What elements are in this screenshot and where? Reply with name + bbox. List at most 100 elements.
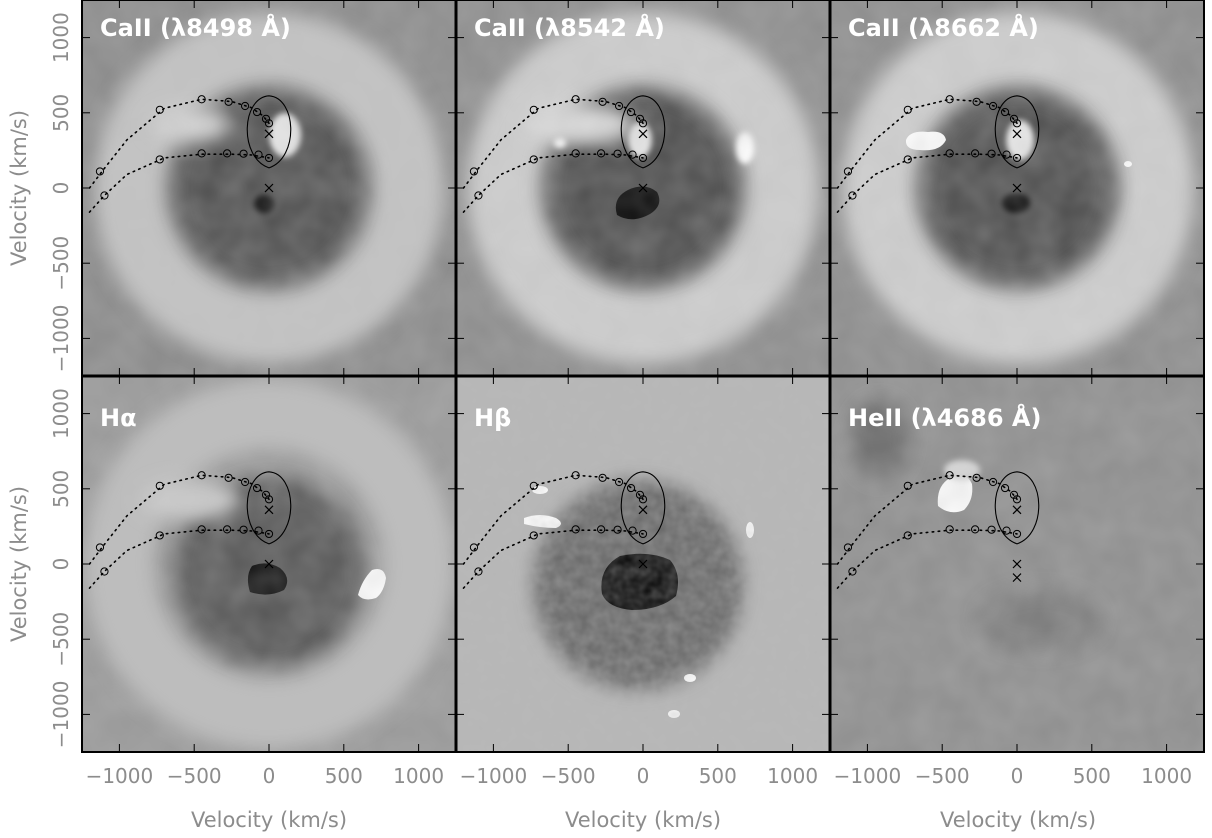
panel-caii-8542: CaII (λ8542 Å) — [456, 0, 830, 376]
trajectory-marker — [971, 149, 980, 158]
panel-title: Hβ — [474, 404, 511, 432]
trajectory-marker — [945, 95, 954, 104]
trajectory-marker — [1012, 153, 1022, 163]
trajectory-marker — [1009, 490, 1019, 499]
trajectory-marker — [638, 495, 648, 504]
trajectory-marker — [598, 97, 607, 106]
trajectory-marker — [264, 495, 274, 504]
x-tick-label: 0 — [263, 764, 276, 788]
stream-upper-path — [88, 98, 270, 189]
trajectory-marker — [155, 155, 164, 164]
y-tick-label: 1000 — [49, 12, 73, 63]
trajectory-marker — [223, 525, 232, 534]
trajectory-marker — [971, 525, 980, 534]
trajectory-marker — [1000, 107, 1010, 117]
trajectory-marker — [635, 490, 645, 499]
trajectory-marker — [529, 481, 538, 490]
overlay-0 — [82, 0, 456, 376]
trajectory-marker — [95, 543, 105, 552]
overlay-4 — [456, 376, 830, 752]
trajectory-marker — [848, 191, 857, 200]
trajectory-marker — [613, 525, 622, 534]
trajectory-marker — [155, 105, 164, 114]
roche-lobe — [246, 95, 292, 169]
trajectory-marker — [988, 477, 998, 487]
trajectory-marker — [843, 543, 853, 552]
cross-marker — [638, 559, 648, 569]
cross-marker — [1012, 559, 1022, 569]
cross-marker — [638, 505, 648, 515]
trajectory-marker — [469, 543, 479, 552]
y-axis-titles: Velocity (km/s) Velocity (km/s) — [7, 110, 31, 642]
trajectory-marker — [155, 481, 164, 490]
cross-marker — [1012, 573, 1022, 582]
y-tick-label: 1000 — [49, 388, 73, 439]
trajectory-marker — [638, 529, 648, 539]
x-tick-label: 1000 — [1141, 764, 1192, 788]
trajectory-marker — [613, 149, 622, 158]
panel-caii-8662: CaII (λ8662 Å) — [830, 0, 1204, 376]
y-tick-label: 500 — [49, 470, 73, 508]
trajectory-marker — [571, 95, 580, 104]
roche-lobe — [246, 471, 292, 545]
trajectory-marker — [614, 101, 624, 111]
trajectory-marker — [1012, 529, 1022, 539]
x-tick-label: −1000 — [86, 764, 154, 788]
stream-upper-path — [462, 98, 644, 189]
panel-title: HeII (λ4686 Å) — [848, 403, 1041, 432]
trajectory-marker — [1009, 114, 1019, 123]
y-axis-title: Velocity (km/s) — [7, 486, 31, 642]
y-tick-label: 500 — [49, 94, 73, 132]
trajectory-marker — [638, 153, 648, 163]
y-tick-label: −1000 — [49, 681, 73, 749]
trajectory-marker — [903, 531, 912, 540]
trajectory-marker — [972, 473, 981, 482]
trajectory-marker — [571, 525, 580, 534]
trajectory-marker — [224, 97, 233, 106]
panel-caii-8498: CaII (λ8498 Å) — [82, 0, 456, 376]
x-tick-label: −500 — [915, 764, 970, 788]
x-tick-labels: −1000 −500 0 500 1000 −1000 −500 0 500 1000 −1000−… — [86, 764, 1192, 788]
roche-lobe — [994, 95, 1040, 169]
trajectory-marker — [597, 525, 606, 534]
roche-lobe — [994, 471, 1040, 545]
panel-title: CaII (λ8662 Å) — [848, 13, 1039, 42]
y-tick-label: −500 — [49, 612, 73, 667]
trajectory-marker — [843, 167, 853, 176]
trajectory-marker — [945, 525, 954, 534]
trajectory-marker — [987, 149, 996, 158]
trajectory-marker — [264, 529, 274, 539]
trajectory-marker — [261, 490, 271, 499]
trajectory-marker — [239, 525, 248, 534]
trajectory-marker — [239, 149, 248, 158]
trajectory-marker — [529, 105, 538, 114]
x-axis-titles: Velocity (km/s) Velocity (km/s) Velocity… — [191, 808, 1096, 832]
trajectory-marker — [945, 471, 954, 480]
trajectory-marker — [1002, 150, 1011, 159]
trajectory-marker — [240, 477, 250, 487]
trajectory-marker — [529, 531, 538, 540]
trajectory-marker — [571, 149, 580, 158]
trajectory-marker — [197, 525, 206, 534]
trajectory-marker — [197, 95, 206, 104]
cross-marker — [264, 505, 274, 515]
cross-marker — [638, 129, 648, 139]
panel-title: CaII (λ8498 Å) — [100, 13, 291, 42]
overlay-3 — [82, 376, 456, 752]
trajectory-marker — [614, 477, 624, 487]
trajectory-marker — [197, 149, 206, 158]
trajectory-marker — [155, 531, 164, 540]
cross-marker — [264, 183, 274, 193]
panel-title: Hα — [100, 404, 137, 432]
trajectory-marker — [252, 483, 262, 493]
trajectory-marker — [223, 149, 232, 158]
trajectory-marker — [469, 167, 479, 176]
trajectory-marker — [474, 567, 483, 576]
panel-h-alpha: Hα — [82, 376, 456, 752]
stream-upper-path — [462, 474, 644, 565]
trajectory-marker — [100, 191, 109, 200]
trajectory-marker — [100, 567, 109, 576]
trajectory-marker — [197, 471, 206, 480]
x-tick-label: −1000 — [460, 764, 528, 788]
